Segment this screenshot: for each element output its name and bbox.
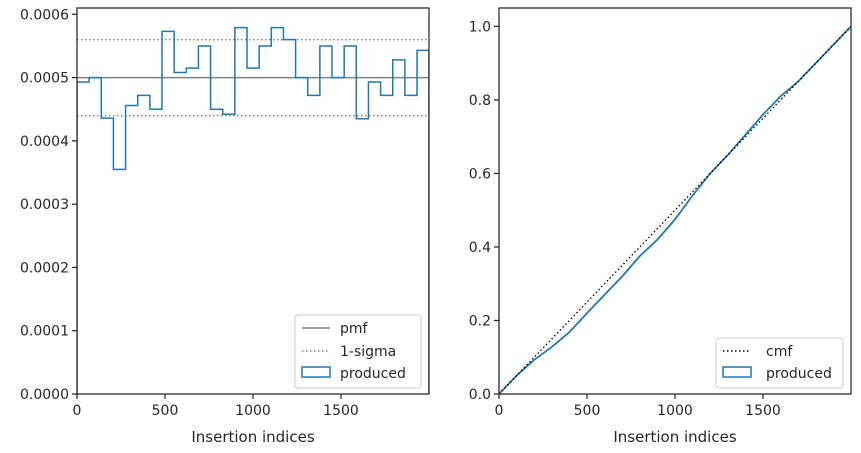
cmf-y-tick-label: 0.2 — [469, 313, 491, 329]
pmf-x-tick-label: 0 — [73, 403, 82, 419]
pmf-y-tick-label: 0.0000 — [20, 387, 69, 403]
pmf-y-tick-label: 0.0004 — [20, 134, 69, 150]
produced-histogram — [77, 26, 429, 394]
pmf-series-group — [77, 26, 429, 394]
pmf-legend-box — [294, 314, 422, 389]
produced-cmf-legend-label: produced — [766, 366, 832, 382]
cmf-plot-area — [499, 25, 851, 394]
cmf-x-axis-label: Insertion indices — [613, 428, 736, 446]
produced-legend-swatch — [301, 366, 331, 378]
cmf-y-tick-label: 0.8 — [469, 93, 491, 109]
pmf-y-tick-label: 0.0003 — [20, 197, 69, 213]
produced-line — [499, 25, 851, 394]
cmf-series-group — [499, 25, 851, 394]
produced-cmf-legend-swatch — [722, 366, 752, 378]
cmf-line — [499, 25, 851, 394]
pmf-y-tick-label: 0.0001 — [20, 324, 69, 340]
cmf-x-tick-label: 0 — [495, 403, 504, 419]
pmf-axes-frame — [76, 7, 430, 395]
pmf-legend-label: pmf — [340, 321, 369, 337]
pmf-y-tick-label: 0.0005 — [20, 71, 69, 87]
pmf-subplot: 0 500 1000 1500 0.0000 0.0001 0.0002 0.0003 0.00… — [20, 7, 430, 446]
pmf-plot-area — [77, 26, 429, 394]
cmf-y-tick-label: 0.4 — [469, 240, 491, 256]
pmf-legend: pmf 1-sigma produced — [294, 314, 422, 389]
cmf-y-tick-label: 1.0 — [469, 19, 491, 35]
pmf-x-axis-label: Insertion indices — [191, 428, 314, 446]
cmf-y-tick-label: 0.0 — [469, 387, 491, 403]
pmf-x-tick-label: 1500 — [323, 403, 359, 419]
cmf-x-tick-label: 1000 — [657, 403, 693, 419]
cmf-legend-label: cmf — [766, 344, 793, 360]
cmf-y-tick-label: 0.6 — [469, 166, 491, 182]
cmf-subplot: 0 500 1000 1500 0.0 0.2 0.4 0.6 0.8 1.0 Insertion… — [469, 7, 852, 446]
pmf-y-tick-label: 0.0006 — [20, 7, 69, 23]
cmf-axes-frame — [498, 7, 852, 395]
sigma-legend-label: 1-sigma — [340, 344, 396, 360]
pmf-y-tick-label: 0.0002 — [20, 260, 69, 276]
pmf-axis-ticks: 0 500 1000 1500 0.0000 0.0001 0.0002 0.0003 0.00… — [20, 7, 359, 419]
produced-legend-label: produced — [340, 366, 406, 382]
cmf-x-tick-label: 500 — [574, 403, 601, 419]
cmf-axis-ticks: 0 500 1000 1500 0.0 0.2 0.4 0.6 0.8 1.0 — [469, 19, 781, 419]
pmf-x-tick-label: 1000 — [235, 403, 271, 419]
pmf-x-tick-label: 500 — [152, 403, 179, 419]
cmf-x-tick-label: 1500 — [745, 403, 781, 419]
cmf-legend: cmf produced — [715, 337, 844, 389]
